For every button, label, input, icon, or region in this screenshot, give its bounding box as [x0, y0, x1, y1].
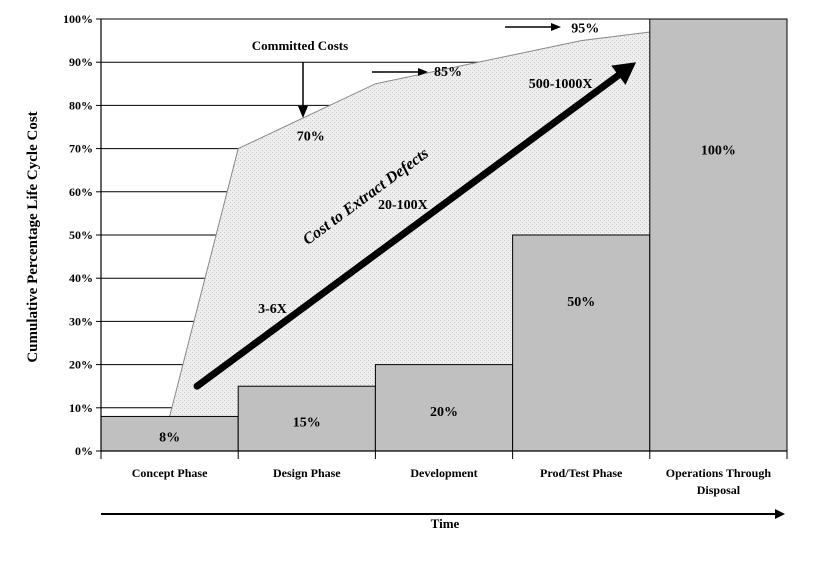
x-tick-label: Operations Through Disposal: [666, 466, 772, 497]
x-axis-label: Time: [431, 516, 460, 531]
bar-value-label: 100%: [701, 144, 736, 159]
committed-costs-pointer-head: [298, 106, 308, 118]
y-tick-label: 80%: [69, 98, 93, 112]
committed-cost-point-label: 95%: [571, 22, 599, 37]
defect-cost-arrow-line: [193, 71, 622, 390]
y-axis-label: Cumulative Percentage Life Cycle Cost: [25, 111, 41, 362]
committed-cost-point-label: 70%: [297, 130, 325, 145]
committed-cost-point-label: 85%: [434, 65, 462, 80]
x-tick-label: Concept Phase: [132, 466, 208, 480]
time-arrow-head: [775, 509, 785, 519]
x-tick-labels: Concept Phase Design Phase Development Prod…: [132, 466, 772, 497]
y-tick-label: 30%: [69, 314, 93, 328]
bar: [100, 415, 239, 452]
label-pointer-arrow-head: [551, 23, 561, 31]
y-tick-label: 70%: [69, 142, 93, 156]
y-tick-label: 90%: [69, 55, 93, 69]
y-tick-labels: 0% 10% 20% 30% 40% 50% 60% 70% 80% 90% 100%: [63, 12, 101, 458]
defect-cost-multiplier-label: 3-6X: [258, 302, 287, 317]
y-tick-label: 0%: [75, 444, 93, 458]
bar-value-label: 20%: [430, 405, 458, 420]
x-tick-label: Development: [410, 466, 477, 480]
y-tick-label: 50%: [69, 228, 93, 242]
y-tick-label: 20%: [69, 358, 93, 372]
bar: [649, 18, 788, 452]
bar-value-label: 8%: [159, 431, 180, 446]
defect-cost-multiplier-label: 500-1000X: [529, 77, 593, 92]
bar-value-label: 15%: [293, 416, 321, 431]
bar-value-label: 50%: [567, 295, 595, 310]
label-pointer-arrow-head: [418, 68, 428, 76]
committed-costs-label: Committed Costs: [252, 38, 348, 53]
y-tick-label: 40%: [69, 271, 93, 285]
defect-cost-arrow-head: [611, 62, 637, 85]
defect-cost-multiplier-label: 20-100X: [378, 198, 428, 213]
y-tick-label: 10%: [69, 401, 93, 415]
y-tick-label: 100%: [63, 12, 93, 26]
x-tick-label: Prod/Test Phase: [540, 466, 623, 480]
committed-costs-line: [169, 31, 650, 417]
y-tick-label: 60%: [69, 185, 93, 199]
bar: [512, 234, 651, 452]
x-tick-label: Design Phase: [273, 466, 341, 480]
